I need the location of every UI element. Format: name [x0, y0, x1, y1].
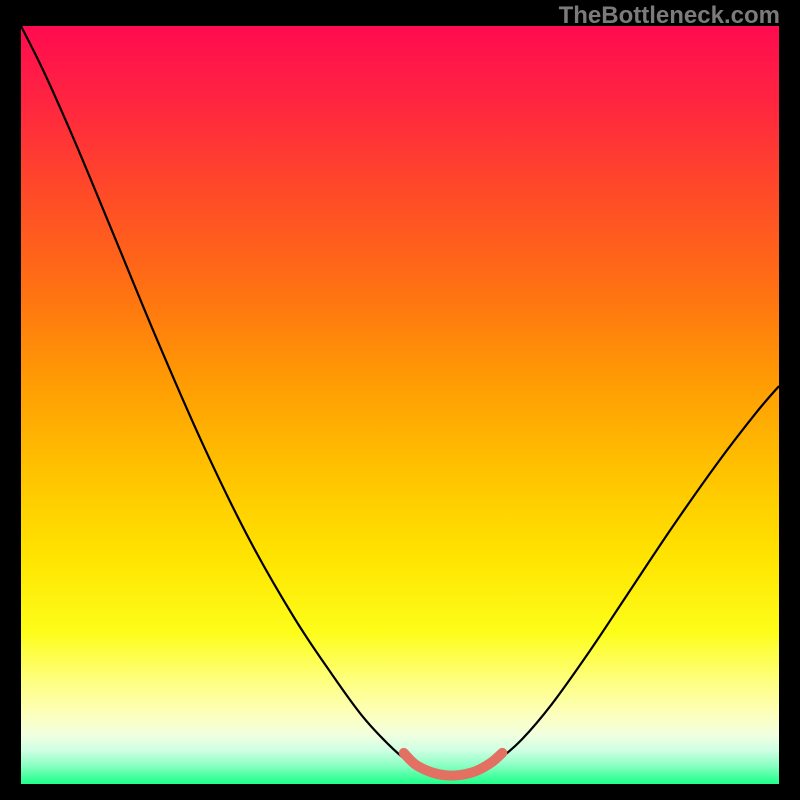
chart-plot-area — [21, 26, 779, 784]
gradient-background — [21, 26, 779, 784]
watermark-text: TheBottleneck.com — [559, 2, 780, 30]
chart-svg — [21, 26, 779, 784]
